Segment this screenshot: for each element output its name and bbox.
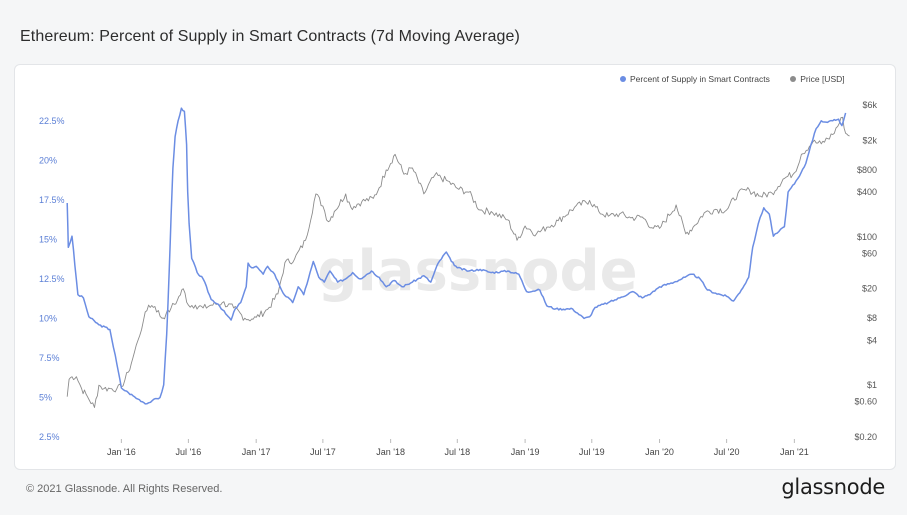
y-right-tick-label: $400 — [857, 187, 877, 197]
y-right-tick-label: $1 — [867, 380, 877, 390]
y-right-tick-label: $6k — [862, 100, 877, 110]
y-left-tick-label: 10% — [39, 313, 57, 323]
chart-card: glassnode 2.5% 5% 7.5% 10% 12.5% 15% 17.5% 20% 22… — [14, 64, 896, 470]
supply-series-line — [66, 107, 847, 405]
x-tick-label: Jan '17 — [242, 447, 271, 457]
legend-dot-price — [790, 76, 797, 82]
x-tick-label: Jul '17 — [310, 447, 336, 457]
y-left-tick-label: 5% — [39, 392, 52, 402]
y-left-tick-label: 20% — [39, 155, 57, 165]
y-right-tick-label: $0.60 — [854, 397, 877, 407]
y-left-tick-label: 17.5% — [39, 195, 65, 205]
price-series-line — [66, 116, 850, 408]
x-tick-label: Jan '20 — [645, 447, 674, 457]
x-tick-label: Jan '21 — [780, 447, 809, 457]
y-right-tick-label: $0.20 — [854, 432, 877, 442]
legend-label-supply: Percent of Supply in Smart Contracts — [630, 74, 770, 84]
legend-item-supply[interactable]: Percent of Supply in Smart Contracts — [620, 74, 770, 84]
x-tick-label: Jan '19 — [511, 447, 540, 457]
y-left-tick-label: 2.5% — [39, 432, 60, 442]
legend-item-price[interactable]: Price [USD] — [790, 74, 845, 84]
y-right-tick-label: $8 — [867, 313, 877, 323]
y-right-tick-label: $800 — [857, 165, 877, 175]
x-tick-label: Jul '16 — [176, 447, 202, 457]
y-right-tick-label: $100 — [857, 232, 877, 242]
y-right-tick-label: $4 — [867, 336, 877, 346]
x-tick-label: Jul '19 — [579, 447, 605, 457]
legend-dot-supply — [620, 76, 626, 82]
page-title: Ethereum: Percent of Supply in Smart Con… — [20, 28, 520, 45]
chart-svg: glassnode 2.5% 5% 7.5% 10% 12.5% 15% 17.5% 20% 22… — [39, 100, 877, 457]
y-left-tick-label: 7.5% — [39, 353, 60, 363]
chart-legend: Percent of Supply in Smart Contracts Pri… — [620, 74, 845, 84]
footer-copyright: © 2021 Glassnode. All Rights Reserved. — [26, 483, 223, 495]
y-right-tick-label: $20 — [862, 284, 877, 294]
x-tick-label: Jan '16 — [107, 447, 136, 457]
y-right-tick-label: $60 — [862, 248, 877, 258]
y-left-tick-label: 15% — [39, 234, 57, 244]
x-tick-label: Jul '18 — [444, 447, 470, 457]
legend-label-price: Price [USD] — [800, 74, 845, 84]
y-left-tick-label: 12.5% — [39, 274, 65, 284]
x-tick-label: Jul '20 — [714, 447, 740, 457]
x-tick-label: Jan '18 — [376, 447, 405, 457]
footer-brand-logo[interactable]: glassnode — [781, 475, 885, 499]
y-left-tick-label: 22.5% — [39, 116, 65, 126]
y-right-tick-label: $2k — [862, 135, 877, 145]
watermark: glassnode — [317, 239, 637, 304]
